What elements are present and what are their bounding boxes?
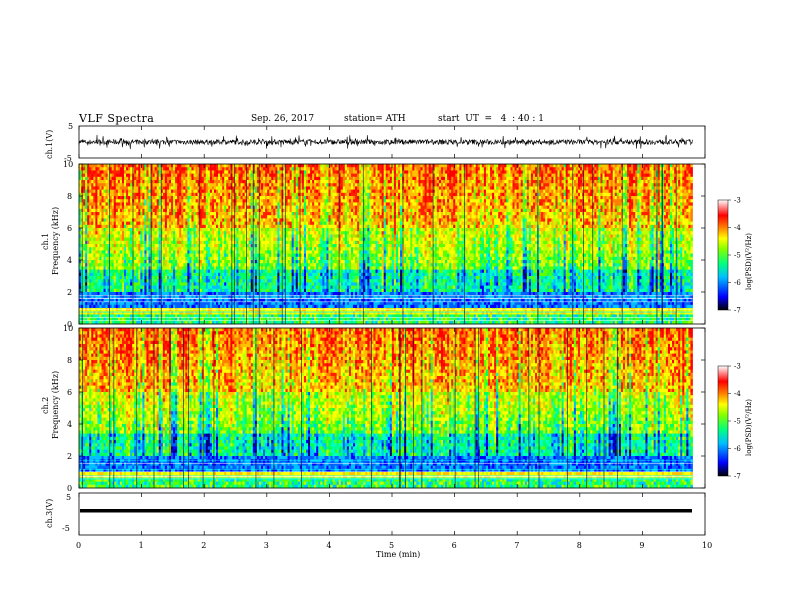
x-tick-label: 9 xyxy=(639,541,644,550)
colorbar-tick-label: -7 xyxy=(734,307,741,315)
ch3-ylabel: ch.3(V) xyxy=(45,499,54,528)
ch1-spec-ylabel2: Frequency (kHz) xyxy=(51,207,60,275)
x-tick-label: 2 xyxy=(201,541,206,550)
ch1-spectrogram xyxy=(79,164,705,325)
ch1-ylabel: ch.1(V) xyxy=(45,130,54,159)
x-tick-label: 3 xyxy=(264,541,269,550)
freq-tick-label: 4 xyxy=(67,420,72,429)
ch1-colorbar-label: log(PSD)(V²/Hz) xyxy=(745,233,753,290)
freq-tick-label: 8 xyxy=(67,356,72,365)
colorbar-tick-label: -3 xyxy=(734,363,741,371)
colorbar-tick-label: -4 xyxy=(734,224,741,232)
x-tick-label: 6 xyxy=(452,541,457,550)
station-label: station= ATH xyxy=(344,114,406,124)
x-tick-label: 7 xyxy=(514,541,519,550)
ch2-spec-ylabel: ch.2 xyxy=(41,397,50,414)
x-tick-label: 4 xyxy=(326,541,331,550)
freq-tick-label: 10 xyxy=(63,324,73,333)
x-tick-label: 0 xyxy=(76,541,81,550)
freq-tick-label: 6 xyxy=(67,388,72,397)
freq-tick-label: 8 xyxy=(67,192,72,201)
colorbar-tick-label: -6 xyxy=(734,445,741,453)
date-label: Sep. 26, 2017 xyxy=(251,114,314,124)
colorbar-tick-label: -7 xyxy=(734,473,741,481)
ch2-colorbar: -3 -4 -5 -6 -7 log(PSD)(V²/Hz) xyxy=(717,363,753,481)
freq-tick-label: 6 xyxy=(67,224,72,233)
x-tick-label: 10 xyxy=(702,541,712,550)
ch3-waveform-trace xyxy=(80,509,692,513)
ch1-ytick-top: 5 xyxy=(68,122,73,131)
ch3-ytick-bottom: -5 xyxy=(62,524,70,533)
freq-tick-label: 0 xyxy=(67,320,72,329)
freq-tick-label: 4 xyxy=(67,256,72,265)
colorbar-tick-label: -5 xyxy=(734,418,741,426)
freq-tick-label: 10 xyxy=(63,160,73,169)
figure-title: VLF Spectra xyxy=(79,112,154,125)
start-time-label: start UT = 4 : 40 : 1 xyxy=(438,114,544,124)
x-tick-label: 5 xyxy=(389,541,394,550)
ch1-colorbar: -3 -4 -5 -6 -7 log(PSD)(V²/Hz) xyxy=(717,197,753,315)
ch1-waveform-trace xyxy=(78,134,693,150)
ch2-spec-ylabel2: Frequency (kHz) xyxy=(51,371,60,439)
colorbar-tick-label: -5 xyxy=(734,252,741,260)
colorbar-tick-label: -4 xyxy=(734,390,741,398)
x-axis-label: Time (min) xyxy=(376,550,420,559)
freq-tick-label: 2 xyxy=(67,452,72,461)
ch2-spectrogram xyxy=(79,328,705,489)
ch2-colorbar-label: log(PSD)(V²/Hz) xyxy=(745,399,753,456)
freq-tick-label: 0 xyxy=(67,484,72,493)
x-tick-label: 1 xyxy=(139,541,144,550)
ch3-ytick-top: 5 xyxy=(66,493,71,502)
ch3-waveform-frame xyxy=(78,492,706,536)
colorbar-tick-label: -6 xyxy=(734,279,741,287)
ch1-ytick-bottom: -5 xyxy=(64,154,72,163)
freq-tick-label: 2 xyxy=(67,288,72,297)
colorbar-tick-label: -3 xyxy=(734,197,741,205)
ch1-spec-ylabel: ch.1 xyxy=(41,233,50,250)
x-tick-label: 8 xyxy=(577,541,582,550)
